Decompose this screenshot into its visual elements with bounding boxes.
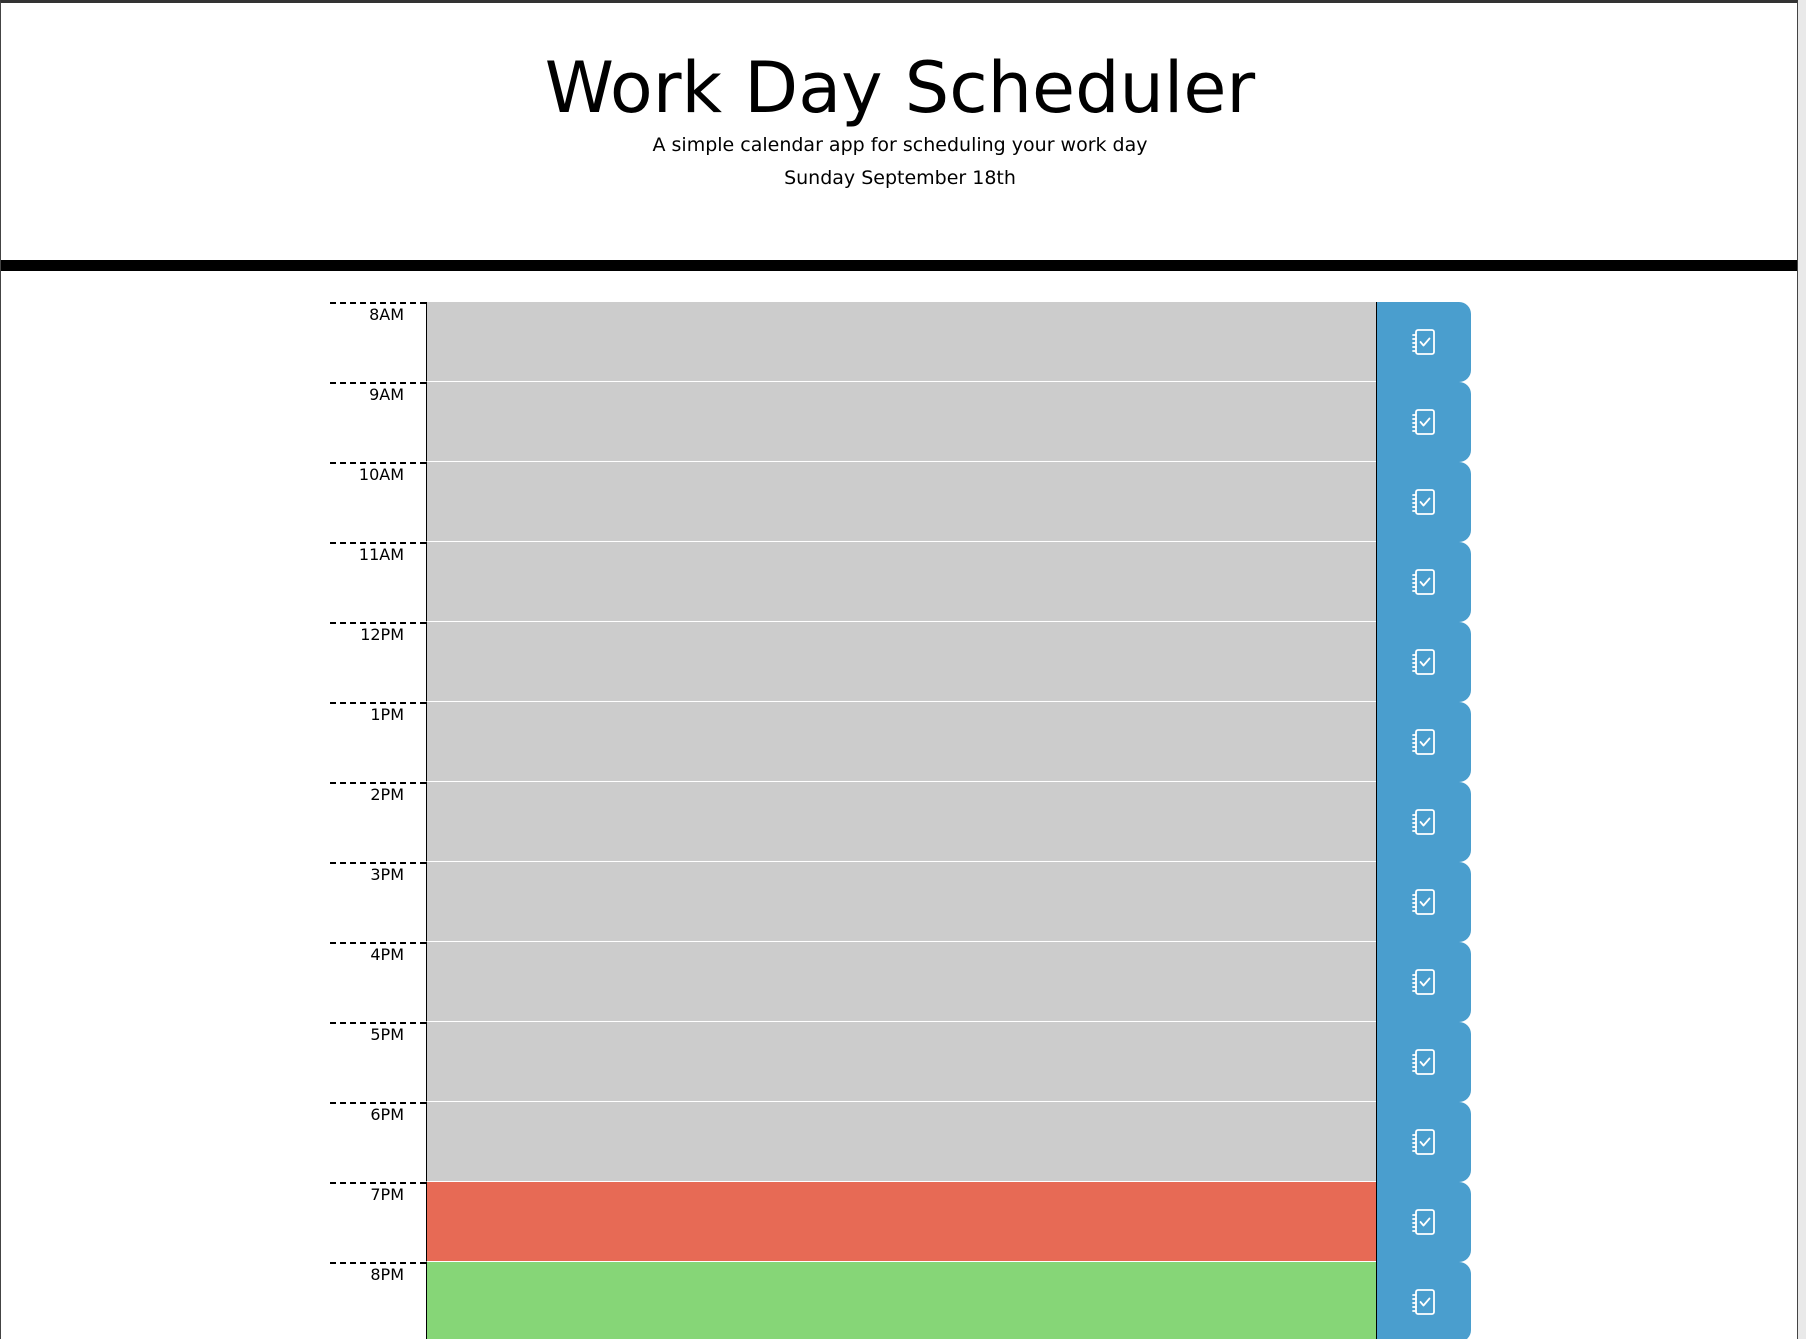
- notebook-check-icon: [1409, 1207, 1439, 1237]
- event-description-input[interactable]: [426, 622, 1376, 702]
- hour-label: 1PM: [330, 702, 426, 782]
- event-description-input[interactable]: [426, 462, 1376, 542]
- event-description-input[interactable]: [426, 702, 1376, 782]
- time-block-row: 5PM: [330, 1022, 1471, 1102]
- hour-label: 2PM: [330, 782, 426, 862]
- time-block-row: 1PM: [330, 702, 1471, 782]
- save-button[interactable]: [1376, 622, 1471, 702]
- hour-label: 6PM: [330, 1102, 426, 1182]
- hour-label: 7PM: [330, 1182, 426, 1262]
- hour-label: 9AM: [330, 382, 426, 462]
- notebook-check-icon: [1409, 647, 1439, 677]
- save-button[interactable]: [1376, 782, 1471, 862]
- time-block-row: 8AM: [330, 302, 1471, 382]
- save-button[interactable]: [1376, 702, 1471, 782]
- event-description-input[interactable]: [426, 862, 1376, 942]
- event-description-input[interactable]: [426, 302, 1376, 382]
- save-button[interactable]: [1376, 462, 1471, 542]
- time-block-row: 8PM: [330, 1262, 1471, 1339]
- scheduler-container: 8AM 9AM 10AM 11AM 12PM 1PM 2PM 3PM 4PM 5PM 6PM 7PM 8…: [330, 302, 1471, 1339]
- time-block-row: 10AM: [330, 462, 1471, 542]
- hour-label: 10AM: [330, 462, 426, 542]
- save-button[interactable]: [1376, 1262, 1471, 1339]
- time-block-row: 9AM: [330, 382, 1471, 462]
- save-button[interactable]: [1376, 382, 1471, 462]
- hour-label: 12PM: [330, 622, 426, 702]
- save-button[interactable]: [1376, 1182, 1471, 1262]
- header-divider: [1, 260, 1797, 271]
- time-block-row: 6PM: [330, 1102, 1471, 1182]
- notebook-check-icon: [1409, 807, 1439, 837]
- notebook-check-icon: [1409, 1127, 1439, 1157]
- notebook-check-icon: [1409, 1047, 1439, 1077]
- event-description-input[interactable]: [426, 942, 1376, 1022]
- time-block-row: 7PM: [330, 1182, 1471, 1262]
- save-button[interactable]: [1376, 862, 1471, 942]
- notebook-check-icon: [1409, 1287, 1439, 1317]
- page-title: Work Day Scheduler: [544, 47, 1256, 129]
- time-block-row: 4PM: [330, 942, 1471, 1022]
- event-description-input[interactable]: [426, 782, 1376, 862]
- save-button[interactable]: [1376, 542, 1471, 622]
- notebook-check-icon: [1409, 407, 1439, 437]
- save-button[interactable]: [1376, 302, 1471, 382]
- save-button[interactable]: [1376, 1102, 1471, 1182]
- event-description-input[interactable]: [426, 1262, 1376, 1339]
- save-button[interactable]: [1376, 942, 1471, 1022]
- notebook-check-icon: [1409, 567, 1439, 597]
- time-block-row: 11AM: [330, 542, 1471, 622]
- hour-label: 4PM: [330, 942, 426, 1022]
- notebook-check-icon: [1409, 967, 1439, 997]
- notebook-check-icon: [1409, 327, 1439, 357]
- notebook-check-icon: [1409, 487, 1439, 517]
- hour-label: 11AM: [330, 542, 426, 622]
- notebook-check-icon: [1409, 727, 1439, 757]
- page-header: Work Day Scheduler A simple calendar app…: [1, 3, 1797, 265]
- save-button[interactable]: [1376, 1022, 1471, 1102]
- event-description-input[interactable]: [426, 1102, 1376, 1182]
- event-description-input[interactable]: [426, 1022, 1376, 1102]
- current-date: Sunday September 18th: [784, 167, 1016, 189]
- time-block-row: 12PM: [330, 622, 1471, 702]
- event-description-input[interactable]: [426, 1182, 1376, 1262]
- hour-label: 3PM: [330, 862, 426, 942]
- page-subtitle: A simple calendar app for scheduling you…: [652, 134, 1148, 156]
- time-block-row: 3PM: [330, 862, 1471, 942]
- hour-label: 8AM: [330, 302, 426, 382]
- time-block-row: 2PM: [330, 782, 1471, 862]
- event-description-input[interactable]: [426, 542, 1376, 622]
- event-description-input[interactable]: [426, 382, 1376, 462]
- notebook-check-icon: [1409, 887, 1439, 917]
- hour-label: 5PM: [330, 1022, 426, 1102]
- hour-label: 8PM: [330, 1262, 426, 1339]
